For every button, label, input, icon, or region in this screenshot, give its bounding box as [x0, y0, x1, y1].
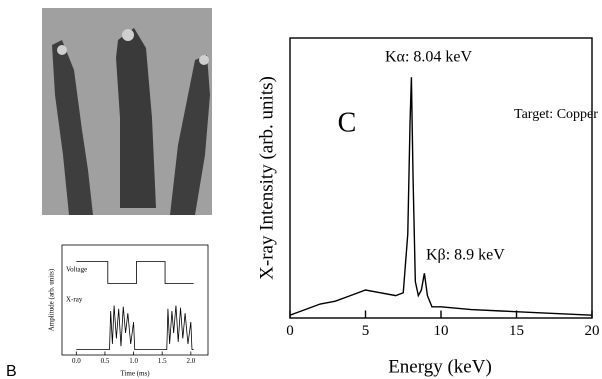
xray-image [42, 8, 212, 215]
panel-label: C [338, 107, 357, 138]
x-tick-label: 1.5 [158, 357, 167, 365]
x-tick-label: 20 [585, 323, 600, 339]
line-series [76, 262, 193, 284]
y-axis-label: Amplitude (arb. units) [48, 268, 56, 331]
x-axis-label: Energy (keV) [388, 356, 492, 377]
x-axis-label: Time (ms) [120, 370, 150, 378]
annotation: Kα: 8.04 keV [385, 49, 472, 66]
annotation: Target: Copper [514, 107, 598, 122]
x-tick-label: 1.0 [129, 357, 138, 365]
x-tick-label: 5 [362, 323, 370, 339]
series-label: X-ray [66, 296, 83, 304]
x-tick-label: 15 [509, 323, 524, 339]
plot-frame [290, 38, 592, 318]
series-label: Voltage [66, 266, 87, 274]
x-tick-label: 10 [434, 323, 449, 339]
annotation: Kβ: 8.9 keV [426, 247, 505, 264]
x-tick-label: 0 [286, 323, 294, 339]
y-axis-label: X-ray Intensity (arb. units) [256, 76, 277, 280]
page: 0 5 10 15 20 Energy (keV) X-ray Intensity (arb… [0, 0, 602, 379]
line-series [76, 306, 193, 350]
x-tick-label: 0.5 [101, 357, 110, 365]
x-tick-label: 0.0 [72, 357, 81, 365]
panel-label: B [6, 363, 17, 379]
x-tick-label: 2.0 [186, 357, 195, 365]
figure: 0 5 10 15 20 Energy (keV) X-ray Intensity (arb… [0, 0, 602, 379]
